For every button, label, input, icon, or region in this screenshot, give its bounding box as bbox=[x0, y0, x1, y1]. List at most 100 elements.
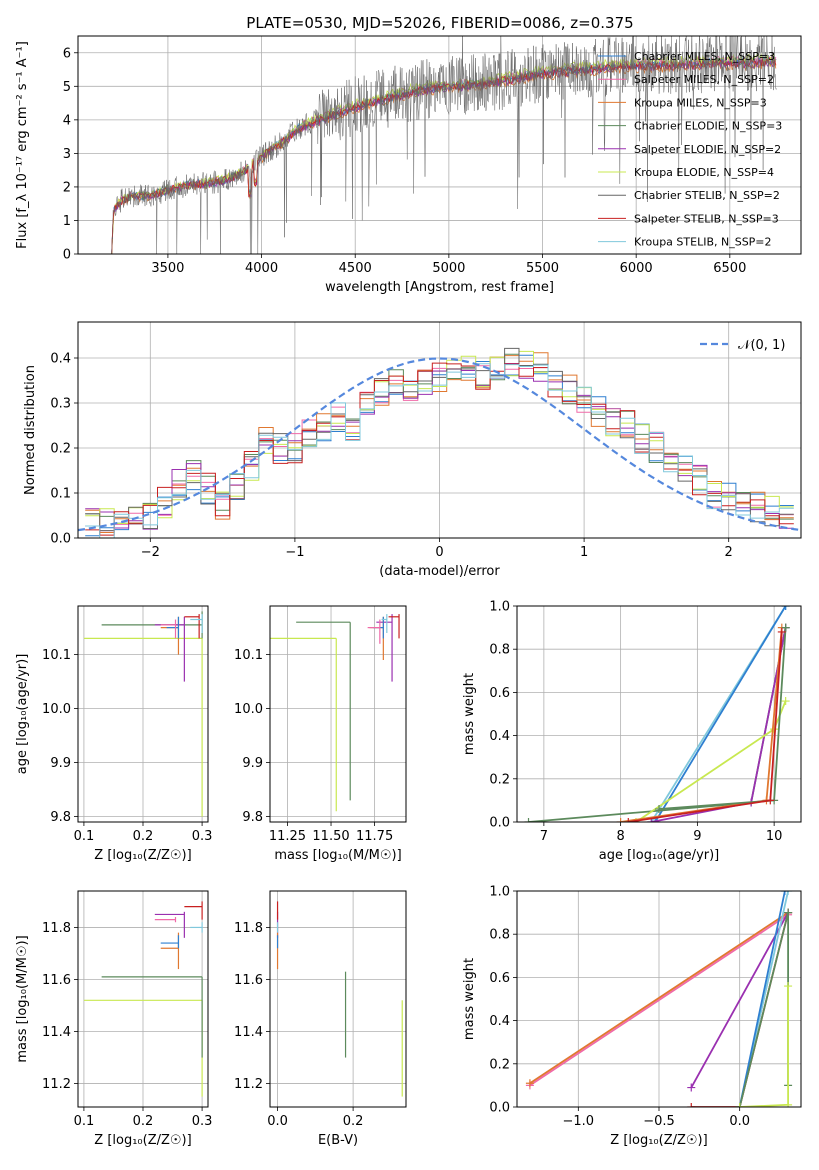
weight-marker bbox=[651, 818, 660, 822]
x-tick-label: 0.3 bbox=[192, 829, 213, 844]
y-tick-label: 4 bbox=[63, 113, 71, 128]
x-axis-label: Z [log₁₀(Z/Z☉)] bbox=[610, 1133, 707, 1148]
weight-marker bbox=[784, 908, 793, 917]
y-tick-label: 11.2 bbox=[42, 1077, 71, 1092]
y-tick-label: 0.0 bbox=[489, 1101, 510, 1116]
z-age-panel: 0.1 0.2 0.3 9.8 9.9 10.0 10.1 Z [log₁₀(Z/Z☉)] ag… bbox=[15, 605, 212, 863]
x-axis-label: (data-model)/error bbox=[379, 564, 500, 579]
y-tick-label: 11.6 bbox=[234, 973, 263, 988]
x-tick-label: 9 bbox=[693, 829, 701, 844]
weight-marker bbox=[655, 805, 663, 814]
y-tick-label: 3 bbox=[63, 147, 71, 162]
legend-label: Kroupa ELODIE, N_SSP=4 bbox=[634, 166, 774, 179]
observed-spectrum-line bbox=[111, 36, 777, 254]
plot-area bbox=[78, 347, 801, 538]
axes-frame bbox=[516, 890, 802, 1108]
y-tick-label: 5 bbox=[63, 80, 71, 95]
legend-label: Chabrier MILES, N_SSP=3 bbox=[634, 50, 775, 63]
weight-line bbox=[635, 700, 787, 822]
plot-area bbox=[524, 606, 790, 822]
x-tick-label: 0.3 bbox=[192, 1114, 213, 1129]
x-axis-label: wavelength [Angstrom, rest frame] bbox=[325, 280, 554, 295]
axes-frame bbox=[77, 890, 209, 1108]
x-axis-label: E(B-V) bbox=[318, 1133, 358, 1148]
weight-marker bbox=[784, 982, 793, 991]
grid bbox=[270, 606, 406, 822]
grid bbox=[517, 890, 801, 1108]
y-tick-label: 10.0 bbox=[42, 702, 71, 717]
weight-marker bbox=[687, 1103, 696, 1107]
legend-label: Chabrier ELODIE, N_SSP=3 bbox=[634, 120, 782, 133]
weight-line bbox=[651, 627, 787, 822]
y-tick-label: 0.3 bbox=[50, 397, 71, 412]
y-tick-label: 0.8 bbox=[489, 643, 510, 658]
weight-line bbox=[690, 912, 789, 1089]
y-tick-label: 0.2 bbox=[489, 772, 510, 787]
ticks: −2 −1 0 1 2 0.0 0.1 0.2 0.3 0.4 bbox=[50, 352, 733, 561]
y-axis-label: mass weight bbox=[462, 673, 477, 755]
y-tick-label: 0.6 bbox=[489, 971, 510, 986]
y-tick-label: 0.2 bbox=[50, 442, 71, 457]
y-tick-label: 0.4 bbox=[489, 729, 510, 744]
y-tick-label: 9.9 bbox=[50, 756, 71, 771]
residual-histogram bbox=[85, 347, 794, 532]
weight-marker bbox=[784, 891, 793, 895]
weight-marker bbox=[616, 818, 625, 822]
gaussian-curve bbox=[78, 357, 801, 532]
x-tick-label: 0 bbox=[435, 545, 443, 560]
x-tick-label: 0.0 bbox=[267, 1114, 288, 1129]
y-tick-label: 11.2 bbox=[234, 1077, 263, 1092]
z-mass-panel: 0.1 0.2 0.3 11.2 11.4 11.6 11.8 Z [log₁₀(Z/Z☉)]… bbox=[15, 890, 213, 1148]
x-tick-label: 6000 bbox=[620, 261, 653, 276]
weight-marker bbox=[766, 796, 775, 805]
x-tick-label: 8 bbox=[616, 829, 624, 844]
weight-line bbox=[654, 606, 787, 822]
ticks: −1.0 −0.5 0.0 0.0 0.2 0.4 0.6 0.8 1.0 bbox=[489, 885, 750, 1130]
legend-label: Chabrier STELIB, N_SSP=2 bbox=[634, 189, 780, 202]
residual-histogram bbox=[85, 363, 794, 538]
weight-marker bbox=[777, 627, 786, 636]
y-axis-label: Normed distribution bbox=[23, 365, 38, 495]
x-tick-label: 3500 bbox=[151, 261, 184, 276]
y-tick-label: 2 bbox=[63, 180, 71, 195]
plot-area bbox=[111, 36, 777, 254]
weight-line bbox=[739, 986, 789, 1107]
x-tick-label: 0.1 bbox=[74, 829, 95, 844]
x-tick-label: 5000 bbox=[432, 261, 465, 276]
plot-area bbox=[276, 901, 403, 1097]
y-axis-label: Flux [f_λ 10⁻¹⁷ erg cm⁻² s⁻¹ A⁻¹] bbox=[15, 41, 30, 249]
ebv-mass-panel: 0.0 0.2 11.2 11.4 11.6 11.8 E(B-V) bbox=[234, 890, 407, 1148]
y-tick-label: 11.8 bbox=[42, 921, 71, 936]
y-tick-label: 11.4 bbox=[42, 1025, 71, 1040]
spectrum-panel: 3500 4000 4500 5000 5500 6000 6500 0 1 2 3 4 5 6 wavel… bbox=[15, 35, 802, 295]
ticks: 3500 4000 4500 5000 5500 6000 6500 0 1 2 3 4 5 6 bbox=[63, 46, 747, 276]
x-tick-label: −1 bbox=[285, 545, 304, 560]
weight-line bbox=[738, 891, 786, 1107]
x-tick-label: 7 bbox=[540, 829, 548, 844]
y-tick-label: 0.0 bbox=[50, 532, 71, 547]
x-tick-label: 11.50 bbox=[312, 829, 349, 844]
grid bbox=[517, 605, 801, 823]
axes-frame bbox=[269, 890, 407, 1108]
residual-histogram bbox=[85, 350, 794, 524]
x-tick-label: 6500 bbox=[713, 261, 746, 276]
ticks: 0.1 0.2 0.3 9.8 9.9 10.0 10.1 bbox=[42, 648, 212, 844]
x-tick-label: 0.2 bbox=[133, 1114, 154, 1129]
y-axis-label: mass weight bbox=[462, 958, 477, 1040]
ticks: 0.0 0.2 11.2 11.4 11.6 11.8 bbox=[234, 921, 363, 1129]
axes-frame bbox=[77, 321, 802, 539]
legend-label: 𝒩(0, 1) bbox=[738, 338, 785, 353]
y-tick-label: 10.1 bbox=[234, 648, 263, 663]
legend-label: Kroupa MILES, N_SSP=3 bbox=[634, 96, 767, 109]
legend-label: Salpeter MILES, N_SSP=2 bbox=[634, 73, 774, 86]
plot-area bbox=[525, 891, 793, 1107]
x-tick-label: 11.25 bbox=[269, 829, 306, 844]
plot-area bbox=[83, 901, 203, 1097]
weight-marker bbox=[525, 1079, 534, 1088]
axes-frame bbox=[269, 605, 407, 823]
axes-frame bbox=[77, 35, 802, 255]
y-tick-label: 11.8 bbox=[234, 921, 263, 936]
residual-histogram bbox=[85, 352, 794, 533]
x-axis-label: age [log₁₀(age/yr)] bbox=[599, 848, 720, 863]
y-tick-label: 10.1 bbox=[42, 648, 71, 663]
